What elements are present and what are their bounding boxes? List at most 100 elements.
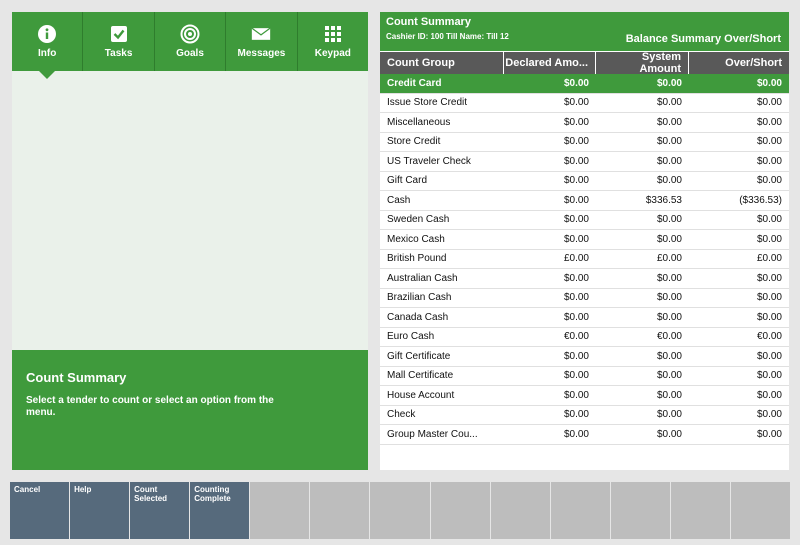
cell-declared-amount: $0.00 bbox=[563, 389, 589, 401]
cell-over-short: £0.00 bbox=[756, 253, 782, 265]
cell-over-short: $0.00 bbox=[756, 233, 782, 245]
cell-count-group: Issue Store Credit bbox=[387, 97, 468, 109]
cell-system-amount: $0.00 bbox=[656, 97, 682, 109]
table-row[interactable]: Mall Certificate $0.00 $0.00 $0.00 bbox=[380, 367, 789, 386]
cell-declared-amount: $0.00 bbox=[563, 311, 589, 323]
table-row[interactable]: Australian Cash $0.00 $0.00 $0.00 bbox=[380, 269, 789, 289]
cell-declared-amount: $0.00 bbox=[563, 194, 589, 206]
cell-system-amount: $0.00 bbox=[656, 272, 682, 284]
cell-over-short: $0.00 bbox=[756, 311, 782, 323]
table-row[interactable]: Group Master Cou... $0.00 $0.00 $0.00 bbox=[380, 425, 789, 445]
cell-over-short: $0.00 bbox=[756, 77, 782, 89]
column-header-declared-amount[interactable]: Declared Amo... bbox=[504, 52, 596, 74]
info-box: Count Summary Select a tender to count o… bbox=[12, 350, 368, 470]
cell-declared-amount: $0.00 bbox=[563, 428, 589, 440]
cell-over-short: $0.00 bbox=[756, 175, 782, 187]
cell-declared-amount: $0.00 bbox=[563, 97, 589, 109]
count-selected-button[interactable]: Count Selected bbox=[130, 482, 190, 539]
cell-count-group: Store Credit bbox=[387, 136, 441, 148]
table-row[interactable]: Gift Certificate $0.00 $0.00 $0.00 bbox=[380, 347, 789, 367]
table-row[interactable]: Mexico Cash $0.00 $0.00 $0.00 bbox=[380, 230, 789, 250]
table-row[interactable]: Euro Cash €0.00 €0.00 €0.00 bbox=[380, 328, 789, 347]
empty-button-slot bbox=[610, 482, 670, 539]
cell-over-short: $0.00 bbox=[756, 292, 782, 304]
table-row[interactable]: Brazilian Cash $0.00 $0.00 $0.00 bbox=[380, 289, 789, 308]
table-row[interactable]: Miscellaneous $0.00 $0.00 $0.00 bbox=[380, 113, 789, 133]
cell-count-group: Sweden Cash bbox=[387, 214, 450, 226]
tab-label: Info bbox=[38, 48, 57, 59]
count-summary-panel: Count Summary Cashier ID: 100 Till Name:… bbox=[380, 12, 789, 470]
empty-button-slot bbox=[250, 482, 310, 539]
tab-goals[interactable]: Goals bbox=[155, 12, 227, 71]
empty-button-slot bbox=[730, 482, 791, 539]
cell-count-group: Miscellaneous bbox=[387, 116, 451, 128]
table-row[interactable]: Gift Card $0.00 $0.00 $0.00 bbox=[380, 172, 789, 191]
cell-declared-amount: $0.00 bbox=[563, 155, 589, 167]
tab-bar: Info Tasks Goals Messages bbox=[12, 12, 368, 79]
cell-system-amount: $0.00 bbox=[656, 370, 682, 382]
balance-summary-title: Balance Summary Over/Short bbox=[625, 33, 781, 45]
table-row[interactable]: Canada Cash $0.00 $0.00 $0.00 bbox=[380, 308, 789, 328]
info-title: Count Summary bbox=[26, 370, 127, 385]
column-header-system-amount[interactable]: System Amount bbox=[596, 51, 689, 75]
cell-over-short: $0.00 bbox=[756, 409, 782, 421]
tab-tasks[interactable]: Tasks bbox=[83, 12, 155, 71]
table-row[interactable]: Credit Card $0.00 $0.00 $0.00 bbox=[380, 74, 789, 94]
table-row[interactable]: Store Credit $0.00 $0.00 $0.00 bbox=[380, 133, 789, 152]
info-icon bbox=[37, 24, 57, 44]
empty-button-slot bbox=[670, 482, 730, 539]
cell-declared-amount: $0.00 bbox=[563, 350, 589, 362]
tab-info[interactable]: Info bbox=[12, 12, 84, 79]
cell-count-group: Gift Certificate bbox=[387, 350, 451, 362]
tab-label: Tasks bbox=[104, 48, 133, 59]
counting-complete-button[interactable]: Counting Complete bbox=[190, 482, 250, 539]
cell-over-short: $0.00 bbox=[756, 116, 782, 128]
cell-over-short: $0.00 bbox=[756, 155, 782, 167]
cancel-button[interactable]: Cancel bbox=[10, 482, 70, 539]
table-row[interactable]: Issue Store Credit $0.00 $0.00 $0.00 bbox=[380, 94, 789, 113]
help-button[interactable]: Help bbox=[70, 482, 130, 539]
cell-over-short: $0.00 bbox=[756, 428, 782, 440]
cell-count-group: Cash bbox=[387, 194, 411, 206]
cell-declared-amount: $0.00 bbox=[563, 77, 589, 89]
cell-count-group: Check bbox=[387, 409, 416, 421]
cell-count-group: Euro Cash bbox=[387, 331, 435, 343]
cell-system-amount: $0.00 bbox=[656, 155, 682, 167]
table-row[interactable]: Sweden Cash $0.00 $0.00 $0.00 bbox=[380, 211, 789, 230]
table-row[interactable]: House Account $0.00 $0.00 $0.00 bbox=[380, 386, 789, 406]
cell-declared-amount: £0.00 bbox=[563, 253, 589, 265]
cell-count-group: Brazilian Cash bbox=[387, 292, 452, 304]
empty-button-slot bbox=[490, 482, 550, 539]
cell-system-amount: $0.00 bbox=[656, 311, 682, 323]
table-row[interactable]: British Pound £0.00 £0.00 £0.00 bbox=[380, 250, 789, 269]
column-header-over-short[interactable]: Over/Short bbox=[725, 57, 782, 69]
tab-messages[interactable]: Messages bbox=[226, 12, 298, 71]
cell-count-group: Australian Cash bbox=[387, 272, 458, 284]
cell-system-amount: $0.00 bbox=[656, 233, 682, 245]
table-row[interactable]: Cash $0.00 $336.53 ($336.53) bbox=[380, 191, 789, 211]
cell-system-amount: $0.00 bbox=[656, 409, 682, 421]
cell-over-short: €0.00 bbox=[756, 331, 782, 343]
cell-system-amount: €0.00 bbox=[656, 331, 682, 343]
empty-button-slot bbox=[550, 482, 610, 539]
cell-system-amount: $0.00 bbox=[656, 428, 682, 440]
cell-system-amount: $0.00 bbox=[656, 77, 682, 89]
cell-system-amount: $0.00 bbox=[656, 214, 682, 226]
cell-over-short: $0.00 bbox=[756, 97, 782, 109]
cell-count-group: Canada Cash bbox=[387, 311, 449, 323]
summary-header: Count Summary Cashier ID: 100 Till Name:… bbox=[380, 12, 789, 51]
cell-system-amount: $0.00 bbox=[656, 136, 682, 148]
column-header-count-group[interactable]: Count Group bbox=[380, 52, 504, 74]
cell-system-amount: $0.00 bbox=[656, 116, 682, 128]
table-row[interactable]: US Traveler Check $0.00 $0.00 $0.00 bbox=[380, 152, 789, 172]
info-text: Select a tender to count or select an op… bbox=[26, 395, 274, 418]
cell-declared-amount: $0.00 bbox=[563, 409, 589, 421]
tab-keypad[interactable]: Keypad bbox=[298, 12, 368, 71]
cell-over-short: ($336.53) bbox=[739, 194, 782, 206]
keypad-icon bbox=[323, 24, 343, 44]
cashier-info: Cashier ID: 100 Till Name: Till 12 bbox=[386, 32, 509, 41]
cell-system-amount: £0.00 bbox=[656, 253, 682, 265]
empty-button-slot bbox=[370, 482, 430, 539]
cell-count-group: Credit Card bbox=[387, 77, 442, 89]
table-row[interactable]: Check $0.00 $0.00 $0.00 bbox=[380, 406, 789, 425]
